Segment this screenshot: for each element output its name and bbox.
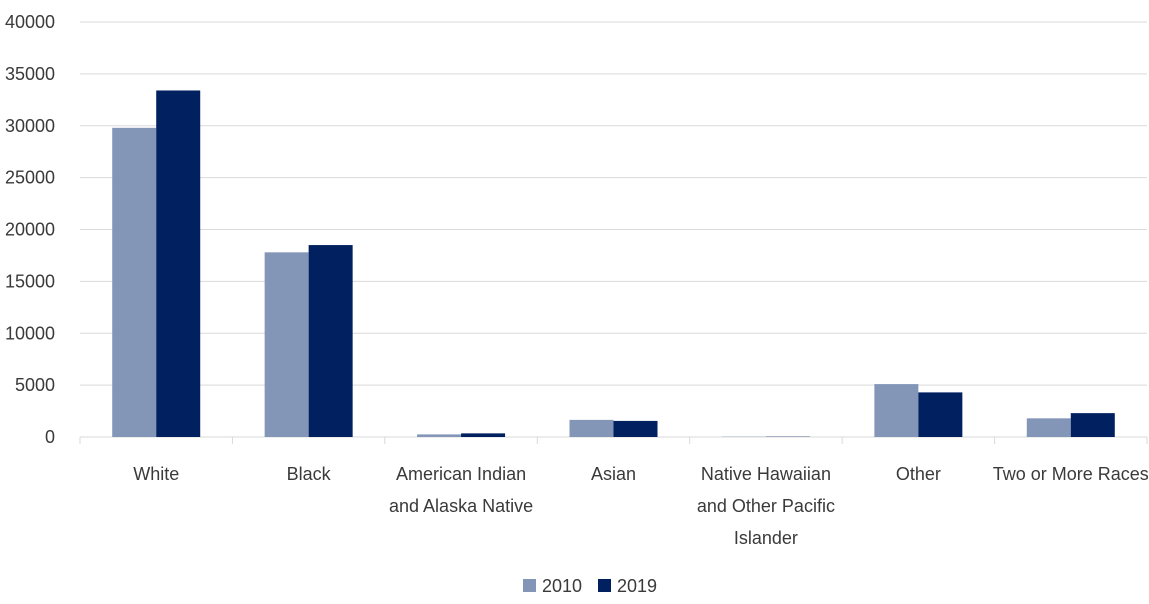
x-category-label: Other (896, 464, 941, 484)
x-category-label: Islander (734, 528, 798, 548)
bar-2010-1 (264, 252, 309, 437)
y-tick-label: 20000 (5, 220, 55, 240)
legend-label-2019: 2019 (617, 576, 657, 596)
y-tick-label: 25000 (5, 168, 55, 188)
bar-2010-0 (112, 127, 157, 437)
bar-2019-5 (918, 392, 963, 437)
y-axis-ticks: 0 5000 10000 15000 20000 25000 30000 35000 40000 (5, 12, 55, 447)
y-tick-label: 30000 (5, 116, 55, 136)
bar-2019-1 (308, 245, 353, 437)
bar-2019-2 (461, 433, 506, 437)
y-tick-label: 35000 (5, 64, 55, 84)
y-tick-label: 10000 (5, 323, 55, 343)
bars (112, 90, 1115, 437)
legend: 2010 2019 (523, 576, 657, 596)
bar-2010-6 (1026, 418, 1071, 437)
x-category-label: Native Hawaiian (701, 464, 831, 484)
bar-2019-6 (1070, 413, 1115, 437)
x-category-label: Asian (591, 464, 636, 484)
y-tick-label: 5000 (15, 375, 55, 395)
bar-2019-0 (156, 90, 201, 437)
x-category-label: and Alaska Native (389, 496, 533, 516)
y-tick-label: 40000 (5, 12, 55, 32)
bar-2010-3 (569, 419, 614, 437)
x-category-label: American Indian (396, 464, 526, 484)
bar-2010-5 (874, 384, 919, 437)
legend-swatch-2010 (523, 579, 536, 592)
legend-swatch-2019 (598, 579, 611, 592)
x-category-label: White (133, 464, 179, 484)
legend-label-2010: 2010 (542, 576, 582, 596)
gridlines (79, 21, 1148, 444)
x-category-label: Two or More Races (993, 464, 1149, 484)
x-category-label: Black (287, 464, 332, 484)
bar-2019-3 (613, 420, 658, 437)
bar-2010-2 (417, 434, 462, 437)
x-axis-categories: White Black American Indian and Alaska Nati… (133, 464, 1149, 548)
x-category-label: and Other Pacific (697, 496, 835, 516)
y-tick-label: 0 (45, 427, 55, 447)
y-tick-label: 15000 (5, 271, 55, 291)
